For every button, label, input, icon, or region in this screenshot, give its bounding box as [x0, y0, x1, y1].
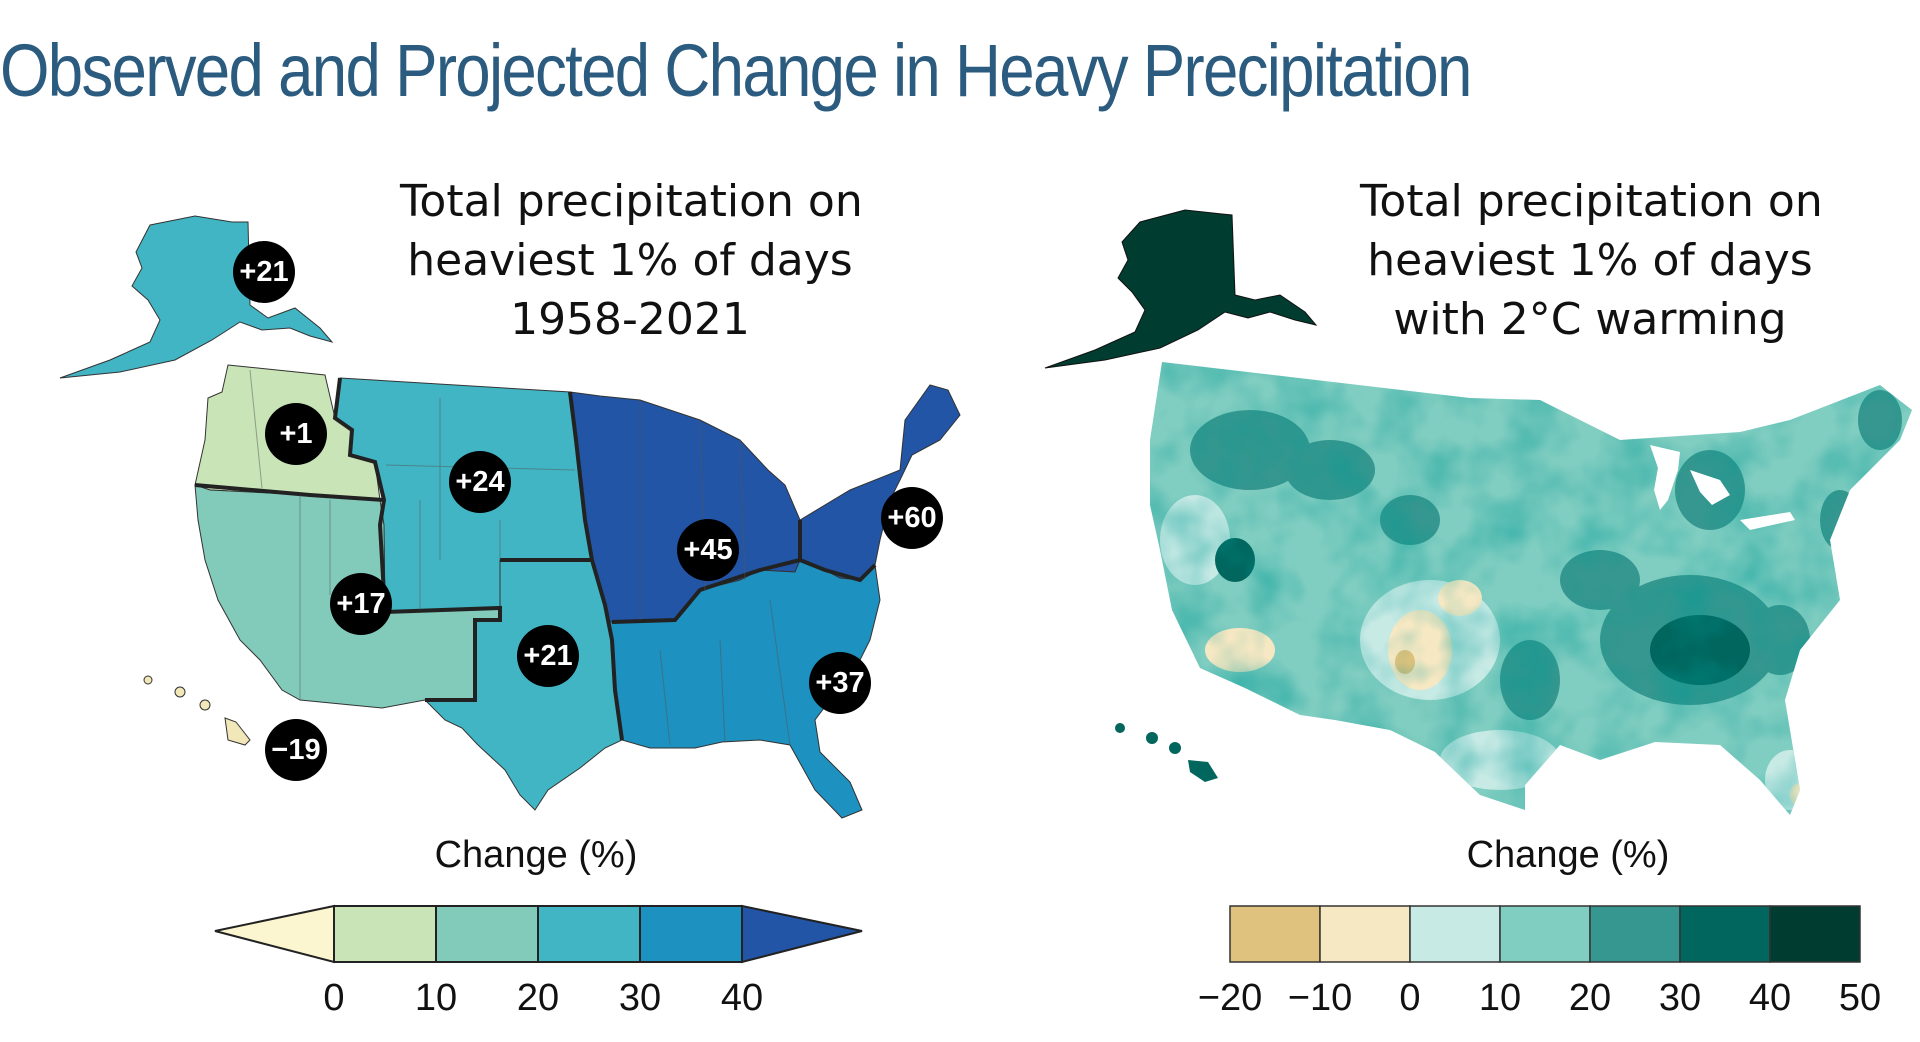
left-title-line-2: heaviest 1% of days: [407, 235, 853, 286]
right-colorbar: [1229, 905, 1861, 963]
badge-ngp-value: +24: [455, 466, 504, 498]
badge-northwest: +1: [265, 403, 327, 465]
badge-midwest: +45: [677, 519, 739, 581]
left-title-line-1: Total precipitation on: [400, 176, 863, 227]
badge-southwest: +17: [330, 573, 392, 635]
right-tick-label: 20: [1569, 977, 1611, 1019]
right-colorbar-bin-neg10-0: [1319, 905, 1411, 963]
left-panel-title: Total precipitation on heaviest 1% of da…: [400, 172, 863, 349]
right-colorbar-ticks: −20 −10 0 10 20 30 40 50: [1198, 977, 1881, 1019]
badge-northeast-value: +60: [887, 502, 936, 534]
right-tick-label: 40: [1749, 977, 1791, 1019]
left-colorbar-high-arrow: [741, 904, 863, 964]
hawaii-island: [199, 699, 211, 711]
right-panel-title: Total precipitation on heaviest 1% of da…: [1360, 172, 1823, 349]
badge-southeast-value: +37: [815, 667, 864, 699]
badge-northeast: +60: [881, 487, 943, 549]
right-colorbar-bin-10-20: [1499, 905, 1591, 963]
badge-sgp-value: +21: [523, 640, 572, 672]
great-lakes: [1600, 418, 1795, 530]
badge-hawaii: −19: [265, 719, 327, 781]
badge-northwest-value: +1: [279, 418, 312, 450]
left-colorbar-ticks: 0 10 20 30 40: [323, 977, 763, 1019]
left-colorbar: [214, 904, 863, 964]
badge-southwest-value: +17: [336, 588, 385, 620]
left-colorbar-bin-30-40: [639, 905, 743, 963]
region-hawaii: [224, 717, 251, 746]
left-tick-label: 40: [721, 977, 763, 1019]
right-legend-label: Change (%): [1466, 834, 1670, 876]
hawaii-island: [174, 686, 186, 698]
right-hawaii-island: [1169, 742, 1181, 754]
left-colorbar-bin-20-30: [537, 905, 641, 963]
right-colorbar-bin-0-10: [1409, 905, 1501, 963]
right-tick-label: −20: [1198, 977, 1262, 1019]
right-tick-label: −10: [1288, 977, 1352, 1019]
left-tick-label: 30: [619, 977, 661, 1019]
right-title-line-1: Total precipitation on: [1360, 176, 1823, 227]
right-colorbar-bin-40-50: [1769, 905, 1861, 963]
badge-alaska-value: +21: [239, 256, 288, 288]
right-colorbar-bin-30-40: [1679, 905, 1771, 963]
left-legend-label: Change (%): [434, 834, 638, 876]
right-map: [1044, 209, 1912, 815]
left-map: +21 +1 +24 +17 +21 +45 +60 +37 −19: [59, 215, 961, 819]
badge-sgp: +21: [517, 625, 579, 687]
right-title-line-3: with 2°C warming: [1393, 294, 1787, 345]
badge-hawaii-value: −19: [271, 734, 320, 766]
right-tick-label: 30: [1659, 977, 1701, 1019]
left-tick-label: 20: [517, 977, 559, 1019]
right-hawaii-island: [1146, 732, 1158, 744]
right-colorbar-bin-neg20-neg10: [1229, 905, 1321, 963]
left-title-line-3: 1958-2021: [510, 294, 750, 345]
right-conus: [1150, 362, 1912, 815]
left-tick-label: 10: [415, 977, 457, 1019]
right-hawaii: [1188, 760, 1218, 782]
left-colorbar-bin-0-10: [333, 905, 437, 963]
right-colorbar-bin-20-30: [1589, 905, 1681, 963]
left-tick-label: 0: [323, 977, 344, 1019]
right-tick-label: 10: [1479, 977, 1521, 1019]
region-northeast: [799, 384, 961, 581]
region-borders: [194, 377, 877, 741]
badge-ngp: +24: [449, 451, 511, 513]
right-hawaii-island: [1115, 723, 1125, 733]
hawaii-island: [143, 675, 153, 685]
right-tick-label: 50: [1839, 977, 1881, 1019]
page-title: Observed and Projected Change in Heavy P…: [0, 29, 1472, 112]
right-title-line-2: heaviest 1% of days: [1367, 235, 1813, 286]
badge-midwest-value: +45: [683, 534, 732, 566]
region-alaska: [59, 215, 334, 379]
badge-southeast: +37: [809, 652, 871, 714]
left-colorbar-bin-10-20: [435, 905, 539, 963]
left-colorbar-low-arrow: [214, 904, 335, 964]
right-tick-label: 0: [1399, 977, 1420, 1019]
right-alaska: [1044, 209, 1318, 369]
badge-alaska: +21: [233, 241, 295, 303]
